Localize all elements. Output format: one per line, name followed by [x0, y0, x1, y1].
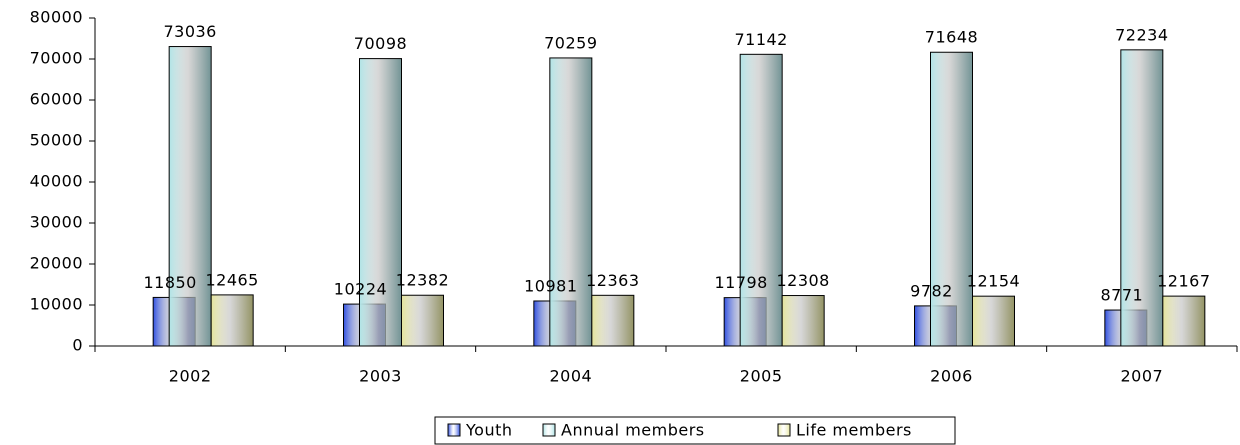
- bar: [210, 294, 254, 347]
- y-tick-label: 70000: [30, 49, 83, 68]
- bar: [739, 53, 783, 347]
- data-label: 71648: [925, 28, 978, 47]
- legend-label: Youth: [465, 421, 513, 440]
- data-label: 12308: [776, 271, 829, 290]
- data-label: 9782: [910, 281, 953, 300]
- bar: [781, 295, 825, 347]
- data-label: 12167: [1157, 272, 1210, 291]
- legend-swatch: [447, 423, 461, 437]
- legend-swatch: [777, 423, 791, 437]
- data-label: 12363: [586, 271, 639, 290]
- y-tick-label: 50000: [30, 131, 83, 150]
- bar: [591, 294, 635, 347]
- data-label: 11798: [714, 273, 767, 292]
- data-label: 12465: [205, 270, 258, 289]
- bar: [168, 46, 212, 347]
- data-label: 12382: [396, 271, 449, 290]
- data-label: 10224: [334, 280, 387, 299]
- x-tick-label: 2005: [740, 367, 783, 386]
- x-tick-label: 2007: [1120, 367, 1163, 386]
- data-label: 8771: [1100, 286, 1143, 305]
- x-tick-label: 2004: [549, 367, 592, 386]
- bar: [930, 51, 973, 347]
- data-label: 10981: [524, 276, 577, 295]
- bar: [1162, 295, 1206, 347]
- bar: [549, 57, 593, 347]
- bar: [401, 294, 444, 347]
- y-tick-label: 20000: [30, 254, 83, 273]
- data-label: 72234: [1115, 25, 1168, 44]
- legend-swatch: [542, 423, 556, 437]
- legend-label: Life members: [796, 421, 912, 440]
- data-label: 71142: [734, 30, 787, 49]
- x-tick-label: 2003: [359, 367, 402, 386]
- bar: [972, 295, 1015, 347]
- y-tick-label: 10000: [30, 295, 83, 314]
- data-label: 11850: [143, 273, 196, 292]
- data-label: 73036: [163, 22, 216, 41]
- y-tick-label: 80000: [30, 8, 83, 27]
- data-label: 70098: [354, 34, 407, 53]
- y-tick-label: 60000: [30, 90, 83, 109]
- x-tick-label: 2006: [930, 367, 973, 386]
- data-label: 12154: [967, 272, 1020, 291]
- y-tick-label: 0: [72, 336, 83, 355]
- legend-label: Annual members: [561, 421, 705, 440]
- legend-box: [434, 416, 956, 445]
- data-label: 70259: [544, 33, 597, 52]
- bar: [359, 58, 402, 347]
- x-tick-label: 2002: [169, 367, 212, 386]
- y-tick-label: 30000: [30, 213, 83, 232]
- y-tick-label: 40000: [30, 172, 83, 191]
